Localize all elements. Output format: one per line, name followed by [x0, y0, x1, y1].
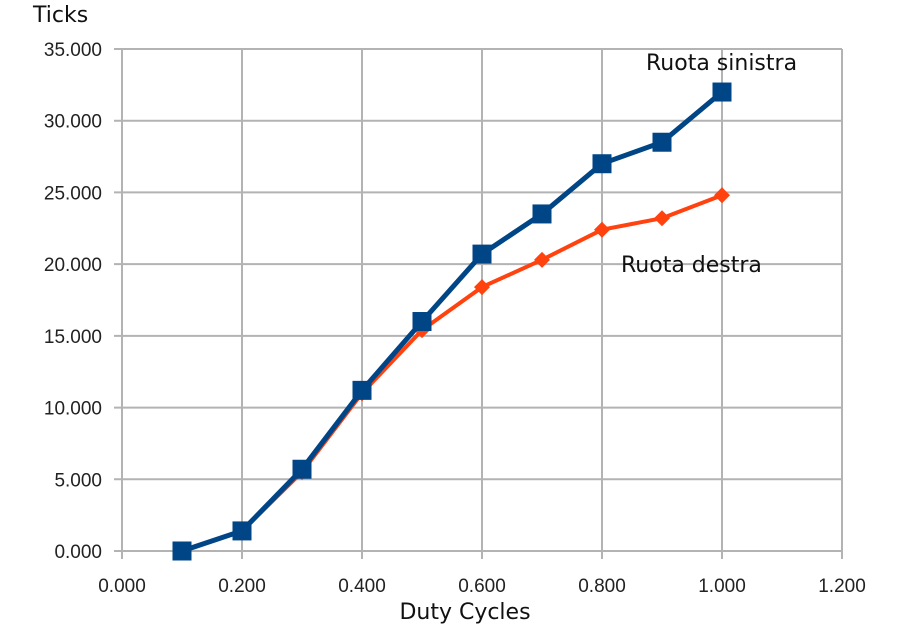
y-axis-title: Ticks: [32, 3, 88, 28]
x-tick-label: 1.000: [698, 576, 746, 597]
grid-lines: [114, 48, 843, 559]
data-point-diamond: [594, 221, 610, 238]
data-point-diamond: [714, 187, 730, 204]
x-tick-label: 0.600: [458, 576, 506, 597]
y-axis-ticks: 0.000 5.000 10.000 15.000 20.000 25.000 30.000…: [44, 40, 102, 563]
y-tick-label: 5.000: [54, 470, 102, 491]
x-tick-label: 0.200: [218, 576, 266, 597]
x-axis-title: Duty Cycles: [399, 600, 530, 625]
data-point-square: [592, 154, 612, 174]
y-tick-label: 35.000: [44, 40, 102, 61]
x-tick-label: 0.000: [98, 576, 146, 597]
series-line: [181, 90, 724, 554]
y-tick-label: 15.000: [44, 327, 102, 348]
x-tick-label: 1.200: [818, 576, 866, 597]
data-point-square: [172, 541, 192, 561]
data-point-square: [412, 312, 432, 332]
data-point-diamond: [534, 251, 550, 268]
series-0: [172, 82, 732, 561]
y-tick-label: 10.000: [44, 399, 102, 420]
series-1: [174, 187, 730, 559]
data-point-square: [652, 132, 672, 152]
data-point-square: [712, 82, 732, 102]
data-point-diamond: [474, 279, 490, 296]
series-label-ruota-destra: Ruota destra: [621, 253, 762, 278]
data-point-square: [472, 244, 492, 264]
data-point-square: [352, 380, 372, 400]
y-tick-label: 30.000: [44, 112, 102, 133]
y-tick-label: 20.000: [44, 255, 102, 276]
x-tick-label: 0.400: [338, 576, 386, 597]
x-axis-ticks: 0.000 0.200 0.400 0.600 0.800 1.000 1.200: [98, 576, 866, 597]
data-point-diamond: [654, 210, 670, 227]
series-group: [172, 82, 732, 561]
data-point-square: [532, 204, 552, 224]
series-line: [181, 193, 723, 553]
data-point-square: [292, 459, 312, 479]
y-tick-label: 25.000: [44, 183, 102, 204]
x-tick-label: 0.800: [578, 576, 626, 597]
data-point-square: [232, 521, 252, 541]
series-label-ruota-sinistra: Ruota sinistra: [646, 51, 797, 76]
y-tick-label: 0.000: [54, 542, 102, 563]
